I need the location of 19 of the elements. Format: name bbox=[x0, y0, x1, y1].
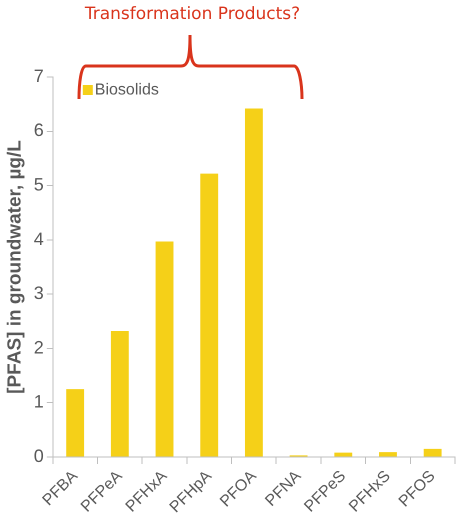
y-tick-label: 7 bbox=[34, 66, 44, 86]
text: Transformation Products? bbox=[84, 4, 302, 24]
y-tick-label: 3 bbox=[34, 283, 44, 304]
bar bbox=[379, 452, 397, 456]
bar bbox=[66, 389, 84, 456]
y-tick-label: 1 bbox=[34, 392, 44, 412]
y-axis-title: [PFAS] in groundwater, µg/L bbox=[4, 140, 26, 394]
y-tick-label: 4 bbox=[34, 228, 44, 249]
bar bbox=[156, 241, 174, 456]
bar bbox=[424, 448, 442, 456]
y-tick-label: 0 bbox=[34, 446, 44, 466]
bar bbox=[110, 331, 129, 456]
bar bbox=[244, 108, 263, 456]
y-tick-label: 5 bbox=[34, 174, 44, 195]
legend-label: Biosolids bbox=[94, 81, 159, 98]
y-tick-label: 6 bbox=[34, 120, 44, 140]
bar bbox=[200, 174, 218, 456]
y-tick-label: 2 bbox=[34, 337, 44, 358]
bar bbox=[334, 452, 352, 456]
